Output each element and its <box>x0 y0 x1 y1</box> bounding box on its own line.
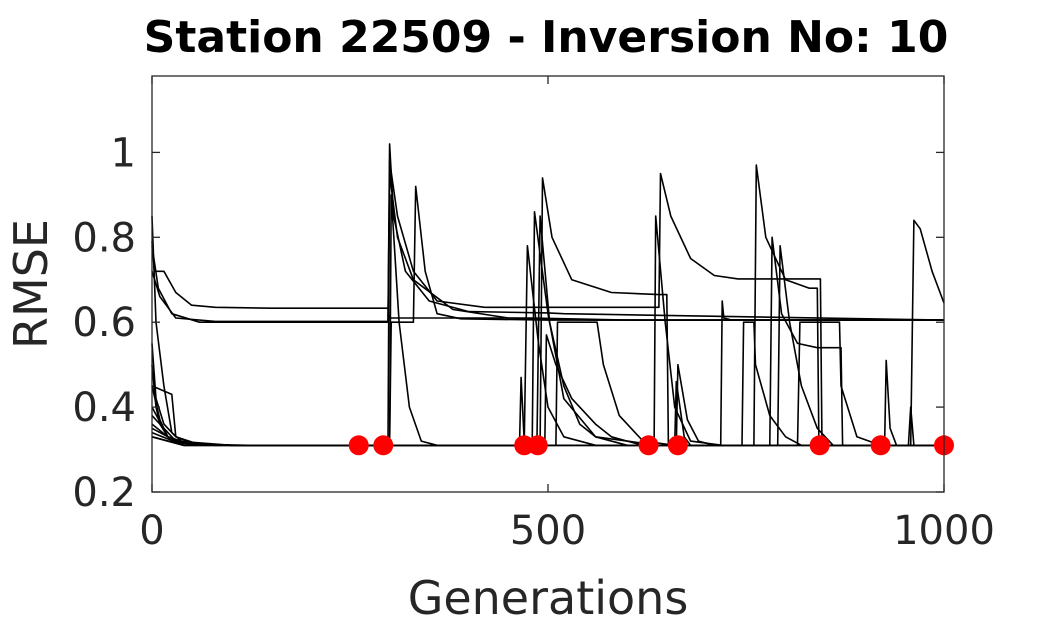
markers-group <box>348 435 954 456</box>
plot-area-border <box>151 75 945 493</box>
series-line-12 <box>151 300 944 447</box>
y-tick-label: 0.2 <box>72 470 136 516</box>
series-line-9 <box>151 215 944 447</box>
x-tick-label: 0 <box>139 508 164 554</box>
best-solution-marker <box>809 435 830 456</box>
series-line-15 <box>151 406 944 447</box>
series-line-3 <box>151 172 944 323</box>
best-solution-marker <box>667 435 688 456</box>
series-line-7 <box>151 211 944 447</box>
best-solution-marker <box>870 435 891 456</box>
series-line-2 <box>151 143 945 323</box>
best-solution-marker <box>638 435 659 456</box>
series-line-13 <box>151 236 944 447</box>
x-tick-label: 1000 <box>893 508 995 554</box>
y-tick-label: 1 <box>111 130 136 176</box>
y-tick-label: 0.8 <box>72 215 136 261</box>
series-line-11 <box>151 321 944 447</box>
x-axis-ticks: 0 500 1000 <box>139 76 995 554</box>
chart-title: Station 22509 - Inversion No: 10 <box>144 12 949 63</box>
x-axis-label: Generations <box>408 571 689 625</box>
y-axis-ticks: 0.2 0.4 0.6 0.8 1 <box>72 130 944 516</box>
series-line-14 <box>151 219 945 447</box>
y-tick-label: 0.4 <box>72 385 136 431</box>
y-axis-label: RMSE <box>4 219 58 349</box>
x-tick-label: 500 <box>510 508 586 554</box>
best-solution-marker <box>373 435 394 456</box>
best-solution-marker <box>348 435 369 456</box>
y-tick-label: 0.6 <box>72 300 136 346</box>
series-lines-group <box>151 143 945 447</box>
best-solution-marker <box>527 435 548 456</box>
